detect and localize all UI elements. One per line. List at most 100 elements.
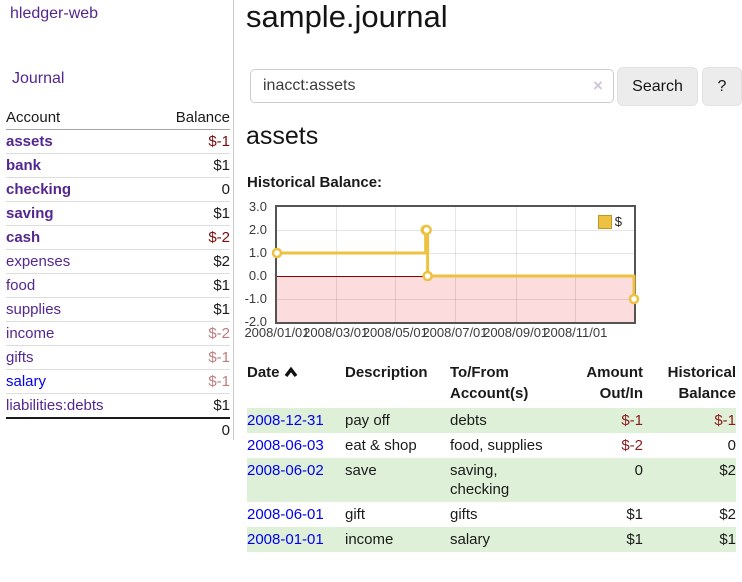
x-tick-label: 2008/07/01 [422, 325, 488, 340]
y-tick-label: 1.0 [248, 245, 267, 260]
account-link-liabilities-debts[interactable]: liabilities:debts [6, 397, 104, 414]
account-link-assets[interactable]: assets [6, 133, 53, 150]
transaction-accounts: debts [450, 412, 487, 429]
transaction-date-link[interactable]: 2008-06-03 [247, 437, 324, 454]
transaction-date-link[interactable]: 2008-12-31 [247, 412, 324, 429]
y-tick-label: -1.0 [244, 291, 267, 306]
search-button[interactable]: Search [617, 67, 698, 106]
account-balance-bank: $1 [149, 153, 230, 178]
account-row-expenses: expenses $2 [6, 249, 230, 274]
gridline [277, 253, 634, 254]
x-tick-label: 2008/11/01 [543, 325, 608, 340]
transaction-balance: $-1 [714, 412, 736, 429]
account-balance-checking: 0 [149, 177, 230, 202]
page-title: sample.journal [246, 0, 448, 34]
transaction-accounts: saving, checking [450, 462, 510, 498]
accounts-total-value: 0 [149, 417, 230, 442]
transaction-amount: $1 [626, 531, 643, 548]
sidebar-item-journal[interactable]: Journal [12, 70, 65, 87]
transaction-accounts: food, supplies [450, 437, 543, 454]
register-col-date[interactable]: Date [247, 360, 345, 408]
y-tick-label: 3.0 [248, 199, 267, 214]
chart-line-plot [271, 224, 640, 305]
gridline [395, 207, 397, 322]
accounts-col-account: Account [6, 106, 150, 130]
account-link-checking[interactable]: checking [6, 181, 72, 198]
y-tick-label: -2.0 [244, 314, 267, 329]
y-tick-label: 2.0 [248, 222, 267, 237]
account-balance-assets: $-1 [149, 129, 230, 154]
account-balance-supplies: $1 [149, 297, 230, 322]
data-point-marker [271, 247, 283, 259]
help-button[interactable]: ? [702, 67, 742, 106]
chart-y-axis: 3.0 2.0 1.0 0.0 -1.0 -2.0 [234, 199, 272, 329]
register-header-row: Date Description To/From Account(s) Amou… [247, 360, 736, 408]
y-tick-label: 0.0 [248, 268, 267, 283]
data-point-marker [421, 224, 432, 236]
x-tick-label: 2008/01/01 [244, 325, 310, 340]
account-row-supplies: supplies $1 [6, 297, 230, 322]
register-row: 2008-06-01 gift gifts $1 $2 [247, 502, 736, 527]
gridline [515, 207, 517, 322]
chart-x-axis: 2008/01/01 2008/03/01 2008/05/01 2008/07/01… [244, 325, 634, 341]
accounts-header-row: Account Balance [6, 106, 230, 130]
account-link-saving[interactable]: saving [6, 205, 54, 222]
account-link-supplies[interactable]: supplies [6, 301, 62, 318]
account-link-salary[interactable]: salary [6, 373, 47, 390]
chevron-up-icon [284, 366, 297, 378]
x-tick-label: 2008/09/01 [483, 325, 549, 340]
transaction-amount: $1 [626, 506, 643, 523]
account-heading: assets [246, 122, 319, 150]
account-link-food[interactable]: food [6, 277, 36, 294]
account-balance-expenses: $2 [149, 249, 230, 274]
account-row-cash: cash $-2 [6, 225, 230, 250]
accounts-table: Account Balance assets $-1 bank $1 check… [6, 106, 230, 442]
account-balance-food: $1 [149, 273, 230, 298]
sidebar-divider [233, 0, 234, 440]
account-row-bank: bank $1 [6, 153, 230, 178]
transaction-amount: 0 [634, 462, 643, 479]
account-balance-income: $-2 [149, 321, 230, 346]
historical-balance-chart: $ [271, 205, 640, 324]
app-brand-link[interactable]: hledger-web [10, 5, 99, 22]
transaction-description: pay off [345, 412, 390, 429]
account-link-bank[interactable]: bank [6, 157, 42, 174]
transaction-balance: $2 [719, 462, 736, 479]
legend-swatch-icon [597, 214, 612, 229]
account-link-expenses[interactable]: expenses [6, 253, 71, 270]
transaction-date-link[interactable]: 2008-01-01 [247, 531, 324, 548]
register-col-amount: Amount Out/In [586, 364, 643, 402]
account-balance-saving: $1 [149, 201, 230, 226]
account-link-income[interactable]: income [6, 325, 55, 342]
gridline [455, 207, 456, 322]
account-link-gifts[interactable]: gifts [6, 349, 34, 366]
register-row: 2008-06-03 eat & shop food, supplies $-2… [247, 433, 736, 458]
account-row-checking: checking 0 [6, 177, 230, 202]
register-row: 2008-06-02 save saving, checking 0 $2 [247, 458, 736, 502]
legend-label: $ [614, 214, 622, 229]
x-tick-label: 2008/05/01 [362, 325, 428, 340]
register-col-accounts: To/From Account(s) [450, 364, 529, 402]
chart-legend: $ [595, 213, 624, 230]
account-link-cash[interactable]: cash [6, 229, 41, 246]
account-balance-gifts: $-1 [149, 345, 230, 370]
transaction-description: income [345, 531, 394, 548]
transaction-balance: $2 [719, 506, 736, 523]
chart-negative-region [277, 276, 634, 322]
account-row-salary: salary $-1 [6, 369, 230, 394]
transaction-accounts: gifts [450, 506, 478, 523]
clear-search-icon[interactable]: × [593, 76, 603, 95]
accounts-total-row: 0 [6, 417, 230, 442]
register-row: 2008-01-01 income salary $1 $1 [247, 527, 736, 552]
transaction-date-link[interactable]: 2008-06-02 [247, 462, 324, 479]
transaction-date-link[interactable]: 2008-06-01 [247, 506, 324, 523]
transaction-amount: $-1 [621, 412, 643, 429]
register-table: Date Description To/From Account(s) Amou… [247, 360, 736, 552]
search-input[interactable] [250, 69, 614, 103]
account-row-income: income $-2 [6, 321, 230, 346]
historical-balance-label: Historical Balance: [247, 174, 383, 191]
account-balance-salary: $-1 [149, 369, 230, 394]
x-tick-label: 2008/03/01 [303, 325, 369, 340]
transaction-balance: 0 [727, 437, 736, 454]
data-point-marker [422, 270, 433, 282]
